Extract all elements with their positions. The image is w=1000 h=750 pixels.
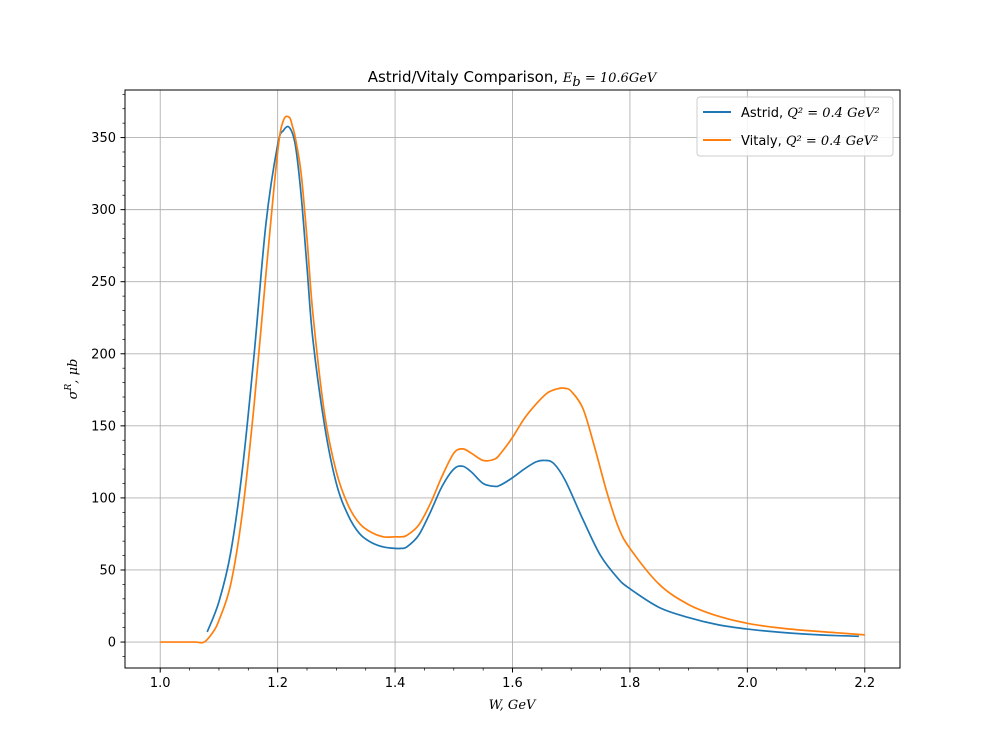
chart-title-text: Astrid/Vitaly Comparison, [368,68,563,86]
tick-labels: 1.0 1.2 1.4 1.6 1.8 2.0 2.2 0 50 100 150 200 250 300 3… [91,131,875,691]
grid [125,90,900,668]
series-layer [160,115,865,644]
x-tick-label: 1.0 [150,676,171,691]
y-tick-label: 150 [91,419,116,434]
x-tick-label: 1.6 [502,676,523,691]
y-tick-label: 250 [91,275,116,290]
x-tick-label: 1.4 [385,676,406,691]
x-tick-label: 2.0 [737,676,758,691]
y-tick-label: 200 [91,347,116,362]
chart-title-math-rest: = 10.6GeV [581,71,658,86]
legend-label-vitaly: Vitaly, Q² = 0.4 GeV² [741,134,878,149]
chart-title-math: E [562,71,573,86]
x-axis-label: W, GeV [489,698,537,713]
x-tick-label: 1.8 [620,676,641,691]
y-tick-label: 50 [99,563,116,578]
chart-title-math-sub: b [572,75,580,90]
x-tick-label: 2.2 [854,676,875,691]
y-axis-label-rest: , μb [66,359,81,384]
legend-label-astrid: Astrid, Q² = 0.4 GeV² [741,106,880,121]
y-axis-label: σR, μb [64,359,81,400]
y-tick-label: 300 [91,203,116,218]
legend-box [696,96,894,157]
y-axis-label-sup: R [64,383,74,391]
chart-title: Astrid/Vitaly Comparison, Eb = 10.6GeV [368,68,658,90]
y-tick-label: 100 [91,491,116,506]
y-tick-label: 350 [91,131,116,146]
y-tick-label: 0 [108,636,116,651]
series-line-astrid [206,125,859,638]
y-axis-label-symbol: σ [66,389,81,399]
x-tick-label: 1.2 [267,676,288,691]
legend: Astrid, Q² = 0.4 GeV² Vitaly, Q² = 0.4 G… [696,96,894,157]
ticks [120,93,866,673]
series-line-vitaly [160,115,865,644]
